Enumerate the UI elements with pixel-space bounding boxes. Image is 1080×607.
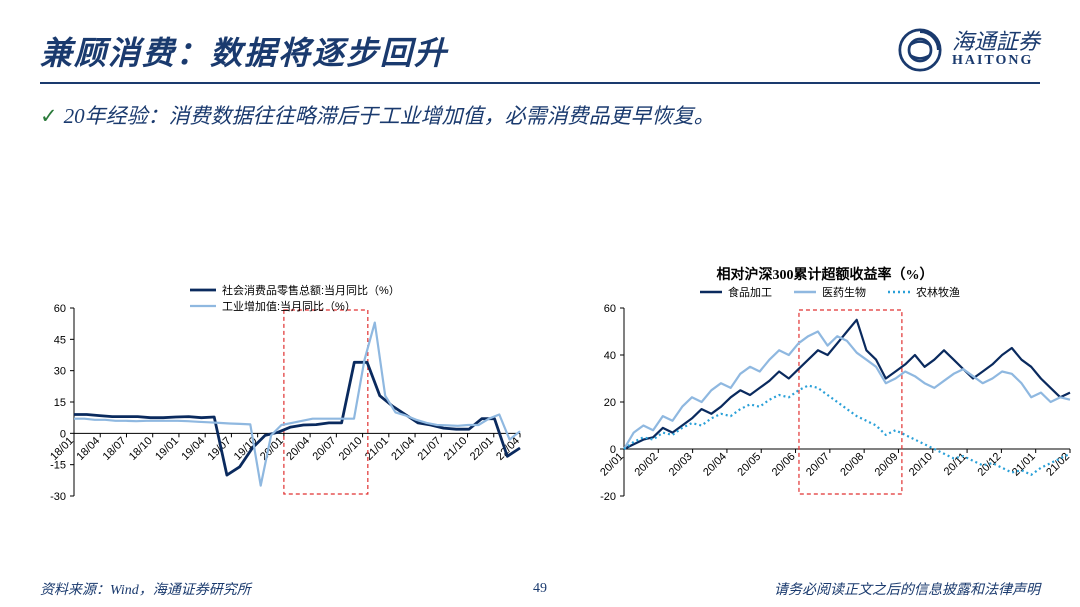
slide: 兼顾消费：数据将逐步回升 海通証券 HAITONG ✓20年经验：消费数据往往略… — [0, 0, 1080, 607]
footer-source: 资料来源：Wind，海通证券研究所 — [40, 579, 251, 599]
svg-text:20/03: 20/03 — [667, 451, 695, 479]
left-plot-svg: -30-1501530456018/0118/0418/0718/1019/01… — [30, 280, 530, 550]
svg-text:-30: -30 — [50, 491, 66, 503]
svg-text:食品加工: 食品加工 — [728, 285, 772, 299]
title-part-b: 数据将逐步回升 — [210, 35, 448, 71]
logo-text-cn: 海通証券 — [952, 31, 1040, 53]
svg-text:21/04: 21/04 — [389, 435, 417, 463]
svg-text:18/07: 18/07 — [101, 435, 129, 463]
svg-text:21/07: 21/07 — [415, 435, 443, 463]
logo-text-en: HAITONG — [952, 53, 1040, 69]
svg-text:60: 60 — [54, 303, 66, 315]
brand-logo: 海通証券 HAITONG — [898, 28, 1040, 72]
svg-text:20/10: 20/10 — [907, 451, 935, 479]
title-part-a: 兼顾消费： — [40, 35, 210, 71]
svg-text:21/01: 21/01 — [363, 435, 391, 463]
footer: 资料来源：Wind，海通证券研究所 49 请务必阅读正文之后的信息披露和法律声明 — [0, 579, 1080, 599]
svg-text:40: 40 — [604, 350, 616, 362]
svg-text:20/07: 20/07 — [804, 451, 832, 479]
svg-text:60: 60 — [604, 303, 616, 315]
svg-text:20/06: 20/06 — [770, 451, 798, 479]
right-chart-title: 相对沪深300累计超额收益率（%） — [550, 264, 1080, 284]
svg-text:19/04: 19/04 — [179, 435, 207, 463]
svg-text:20/02: 20/02 — [632, 451, 660, 479]
bullet-line: ✓20年经验：消费数据往往略滞后于工业增加值，必需消费品更早恢复。 — [0, 84, 1080, 130]
svg-text:农林牧渔: 农林牧渔 — [916, 285, 960, 299]
logo-text-block: 海通証券 HAITONG — [952, 31, 1040, 69]
charts-row: -30-1501530456018/0118/0418/0718/1019/01… — [0, 280, 1080, 561]
svg-text:20/04: 20/04 — [284, 435, 312, 463]
right-chart: 相对沪深300累计超额收益率（%） -20020406020/0120/0220… — [550, 280, 1080, 561]
svg-text:20/08: 20/08 — [838, 451, 866, 479]
svg-text:18/10: 18/10 — [127, 435, 155, 463]
svg-text:社会消费品零售总额:当月同比（%）: 社会消费品零售总额:当月同比（%） — [222, 283, 400, 297]
svg-text:20/09: 20/09 — [873, 451, 901, 479]
svg-text:20/11: 20/11 — [942, 451, 969, 478]
svg-text:18/04: 18/04 — [74, 435, 102, 463]
svg-text:20/07: 20/07 — [311, 435, 339, 463]
svg-text:医药生物: 医药生物 — [822, 285, 866, 299]
header: 兼顾消费：数据将逐步回升 海通証券 HAITONG — [0, 0, 1080, 82]
slide-title: 兼顾消费：数据将逐步回升 — [40, 28, 448, 74]
check-icon: ✓ — [40, 104, 58, 128]
svg-text:21/10: 21/10 — [442, 435, 470, 463]
right-plot-svg: -20020406020/0120/0220/0320/0420/0520/06… — [580, 280, 1080, 550]
svg-text:20/05: 20/05 — [735, 451, 763, 479]
left-chart: -30-1501530456018/0118/0418/0718/1019/01… — [0, 280, 550, 561]
haitong-logo-icon — [898, 28, 942, 72]
bullet-text: 20年经验：消费数据往往略滞后于工业增加值，必需消费品更早恢复。 — [64, 104, 715, 128]
page-number: 49 — [533, 581, 547, 597]
svg-text:20: 20 — [604, 397, 616, 409]
svg-text:19/01: 19/01 — [153, 435, 181, 463]
svg-text:15: 15 — [54, 397, 66, 409]
svg-text:-20: -20 — [600, 491, 616, 503]
svg-text:20/04: 20/04 — [701, 451, 729, 479]
svg-text:20/01: 20/01 — [598, 451, 626, 479]
footer-disclaimer: 请务必阅读正文之后的信息披露和法律声明 — [774, 579, 1040, 599]
svg-text:工业增加值:当月同比（%）: 工业增加值:当月同比（%） — [222, 299, 356, 313]
svg-text:30: 30 — [54, 366, 66, 378]
svg-text:21/01: 21/01 — [1010, 451, 1038, 479]
svg-text:45: 45 — [54, 334, 66, 346]
svg-text:22/01: 22/01 — [468, 435, 496, 463]
svg-text:20/10: 20/10 — [337, 435, 365, 463]
